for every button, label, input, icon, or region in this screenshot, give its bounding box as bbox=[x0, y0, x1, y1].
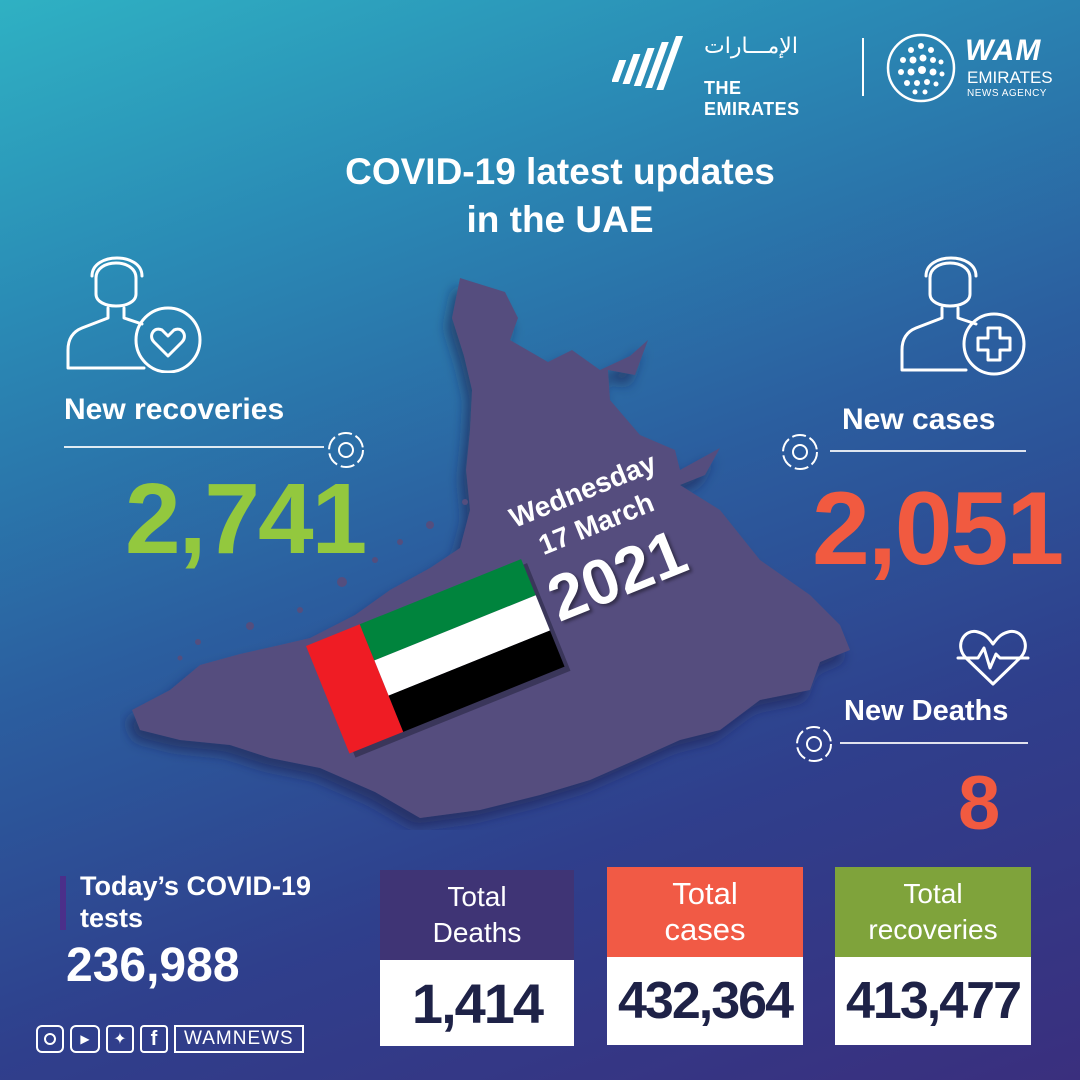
new-deaths-rule bbox=[840, 742, 1028, 744]
heartbeat-icon bbox=[956, 629, 1030, 686]
map-islands bbox=[177, 499, 468, 661]
target-ring-icon bbox=[328, 432, 364, 468]
the-emirates-logo: الإمـــارات THE EMIRATES bbox=[612, 30, 842, 119]
emirates-bars-icon bbox=[612, 36, 683, 90]
wam-news-agency-text: NEWS AGENCY bbox=[967, 88, 1047, 99]
total-deaths-label-2: Deaths bbox=[432, 917, 522, 948]
tests-accent-bar bbox=[60, 876, 66, 930]
title-line-2: in the UAE bbox=[466, 199, 654, 240]
total-deaths-box: Total Deaths 1,414 bbox=[380, 870, 574, 1046]
new-recoveries-value: 2,741 bbox=[125, 463, 367, 575]
wam-wordmark: WAM bbox=[965, 34, 1042, 67]
total-recoveries-value: 413,477 bbox=[835, 957, 1031, 1045]
case-person-plus-icon bbox=[900, 256, 1026, 376]
tests-label-line-1: Today’s COVID-19 bbox=[80, 871, 312, 901]
total-deaths-label-1: Total bbox=[447, 881, 507, 912]
header-divider bbox=[862, 38, 864, 96]
total-cases-label-2: cases bbox=[664, 912, 746, 947]
total-recoveries-header: Total recoveries bbox=[835, 867, 1031, 957]
total-cases-label-1: Total bbox=[672, 876, 738, 911]
emirates-arabic-text: الإمـــارات bbox=[704, 34, 798, 59]
wam-emirates-text: EMIRATES bbox=[967, 68, 1053, 87]
total-deaths-value: 1,414 bbox=[380, 960, 574, 1046]
total-cases-header: Total cases bbox=[607, 867, 803, 957]
target-ring-icon bbox=[796, 726, 832, 762]
target-ring-icon bbox=[782, 434, 818, 470]
instagram-icon[interactable] bbox=[36, 1025, 64, 1053]
new-recoveries-label: New recoveries bbox=[64, 393, 285, 426]
tests-label-line-2: tests bbox=[80, 903, 144, 933]
total-deaths-header: Total Deaths bbox=[380, 870, 574, 960]
total-cases-value: 432,364 bbox=[607, 957, 803, 1045]
recovery-person-heart-icon bbox=[66, 256, 202, 373]
new-deaths-label: New Deaths bbox=[844, 695, 1009, 727]
total-recoveries-label-2: recoveries bbox=[868, 914, 998, 945]
new-cases-label: New cases bbox=[842, 403, 996, 436]
facebook-icon[interactable]: f bbox=[140, 1025, 168, 1053]
new-cases-rule bbox=[830, 450, 1026, 452]
uae-flag bbox=[306, 559, 571, 758]
tests-value: 236,988 bbox=[66, 939, 240, 992]
new-cases-value: 2,051 bbox=[812, 471, 1064, 587]
globe-dots-icon bbox=[886, 33, 956, 103]
new-deaths-value: 8 bbox=[958, 761, 1000, 846]
uae-map bbox=[132, 278, 850, 818]
twitter-icon[interactable]: ✦ bbox=[106, 1025, 134, 1053]
social-handle[interactable]: WAMNEWS bbox=[174, 1025, 304, 1053]
page-title: COVID-19 latest updates in the UAE bbox=[250, 148, 870, 244]
title-line-1: COVID-19 latest updates bbox=[345, 151, 775, 192]
tests-label: Today’s COVID-19 tests bbox=[80, 870, 311, 934]
youtube-icon[interactable]: ▶ bbox=[70, 1025, 100, 1053]
total-cases-box: Total cases 432,364 bbox=[607, 867, 803, 1045]
social-bar: ▶ ✦ f WAMNEWS bbox=[36, 1024, 304, 1054]
total-recoveries-label-1: Total bbox=[903, 878, 963, 909]
emirates-latin-text: THE EMIRATES bbox=[704, 78, 800, 119]
wam-logo: WAM EMIRATES NEWS AGENCY bbox=[885, 30, 1065, 103]
total-recoveries-box: Total recoveries 413,477 bbox=[835, 867, 1031, 1045]
new-recoveries-rule bbox=[64, 446, 324, 448]
